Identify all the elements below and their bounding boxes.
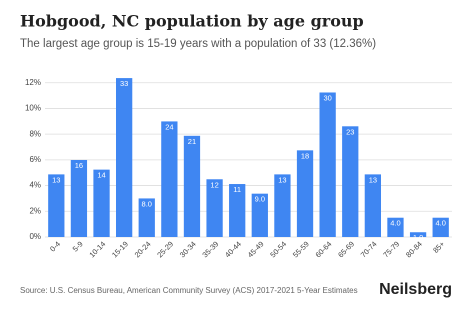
bar [342,126,359,237]
data-label: 13 [369,175,377,184]
data-label: 13 [278,175,286,184]
x-tick-label: 85+ [431,239,447,255]
x-tick-label: 80-84 [404,239,424,259]
bar [364,174,382,237]
data-label: 24 [165,122,173,131]
bar [387,217,404,237]
bar [70,159,88,237]
data-label: 30 [323,93,331,102]
x-tick-label: 20-24 [133,239,153,259]
bar [251,193,268,237]
data-label: 33 [120,79,128,88]
bar [48,174,65,237]
source-note: Source: U.S. Census Bureau, American Com… [20,286,358,295]
x-tick-label: 10-14 [87,239,107,259]
data-label: 14 [97,171,105,180]
bar [274,174,291,237]
data-label: 18 [301,151,309,160]
y-tick-label: 0% [29,232,41,241]
bar [161,121,178,237]
bar [432,217,449,237]
data-label: 21 [188,137,196,146]
x-tick-label: 55-59 [291,239,311,259]
x-tick-label: 30-34 [178,239,198,259]
x-tick-label: 15-19 [110,239,130,259]
x-tick-label: 50-54 [268,239,288,259]
data-label: 4.0 [390,219,400,228]
data-label: 16 [75,161,83,170]
bar [115,78,133,237]
bar [138,198,155,237]
x-tick-label: 40-44 [223,239,243,259]
data-label: 8.0 [142,199,152,208]
data-label: 11 [233,185,241,194]
x-tick-label: 35-39 [200,239,220,259]
data-label: 12 [210,180,218,189]
data-label: 23 [346,127,354,136]
x-tick-label: 60-64 [314,239,334,259]
chart-title: Hobgood, NC population by age group [20,12,364,31]
bar [183,135,201,237]
bar [296,150,314,237]
bar [409,232,427,237]
y-tick-label: 6% [29,155,41,164]
data-label: 9.0 [255,195,265,204]
y-tick-label: 10% [25,104,41,113]
y-tick-label: 2% [29,206,41,215]
x-tick-label: 65-69 [336,239,356,259]
x-tick-label: 75-79 [381,239,401,259]
x-tick-label: 70-74 [359,239,379,259]
x-tick-label: 5-9 [71,239,85,253]
bar [319,92,336,237]
data-label: 4.0 [435,219,445,228]
bar [229,184,246,237]
x-tick-label: 45-49 [246,239,266,259]
y-tick-label: 8% [29,129,41,138]
bar [206,179,223,237]
chart-subtitle: The largest age group is 15-19 years wit… [20,38,376,50]
y-tick-label: 12% [25,78,41,87]
bar [93,169,110,237]
x-tick-label: 0-4 [48,239,62,253]
y-tick-label: 4% [29,181,41,190]
data-label: 13 [52,175,60,184]
x-tick-label: 25-29 [155,239,175,259]
brand-logo: Neilsberg [379,281,452,298]
data-label: 1.0 [413,233,423,242]
